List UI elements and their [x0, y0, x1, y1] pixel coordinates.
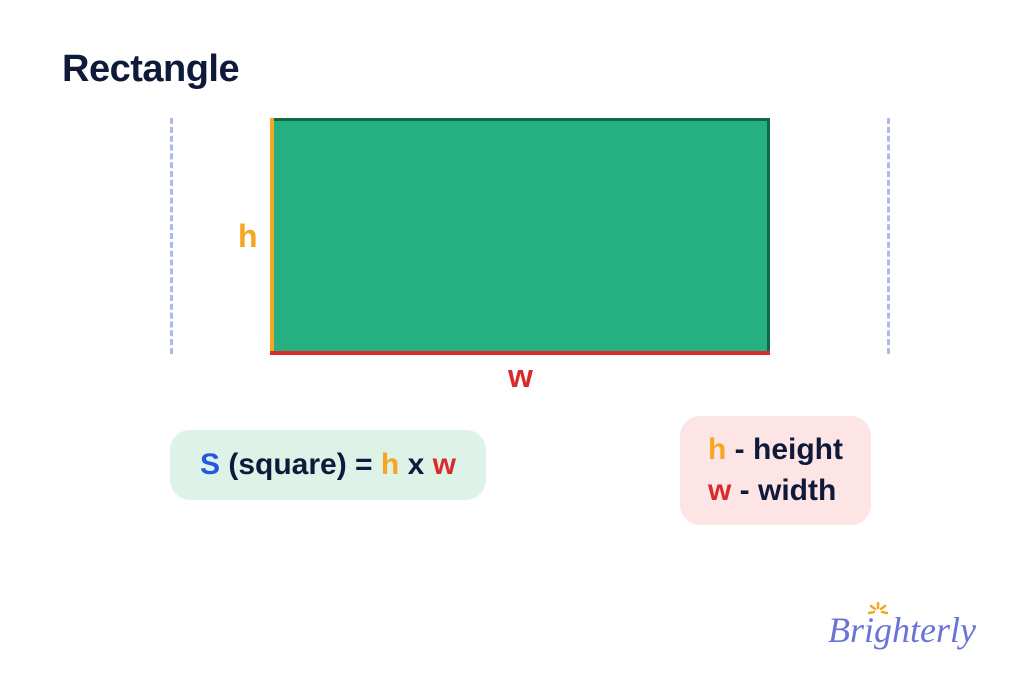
label-width: w [508, 358, 533, 395]
legend-h-dash: - [726, 433, 753, 466]
formula-w: w [433, 448, 456, 481]
rectangle-shape [270, 118, 770, 354]
legend-row-width: w - width [708, 471, 843, 512]
formula-paren: (square) [220, 448, 355, 481]
brand-logo: Brighterly [828, 609, 976, 651]
formula-h: h [381, 448, 399, 481]
legend-w-symbol: w [708, 474, 731, 507]
guide-line-left [170, 118, 173, 354]
formula-s: S [200, 448, 220, 481]
label-height: h [238, 218, 258, 255]
legend-row-height: h - height [708, 430, 843, 471]
formula-x: x [399, 448, 432, 481]
legend-w-word: width [758, 474, 836, 507]
legend-box: h - height w - width [680, 416, 871, 525]
legend-h-symbol: h [708, 433, 726, 466]
sun-icon [868, 601, 888, 621]
formula-eq: = [355, 448, 381, 481]
rectangle-diagram: h w [170, 118, 890, 378]
formula-box: S (square) = h x w [170, 430, 486, 500]
rectangle-height-edge [270, 118, 274, 354]
brand-logo-text: Brighterly [828, 610, 976, 650]
legend-w-dash: - [731, 474, 758, 507]
page-title: Rectangle [62, 48, 239, 91]
guide-line-right [887, 118, 890, 354]
legend-h-word: height [753, 433, 843, 466]
rectangle-width-edge [270, 351, 770, 355]
